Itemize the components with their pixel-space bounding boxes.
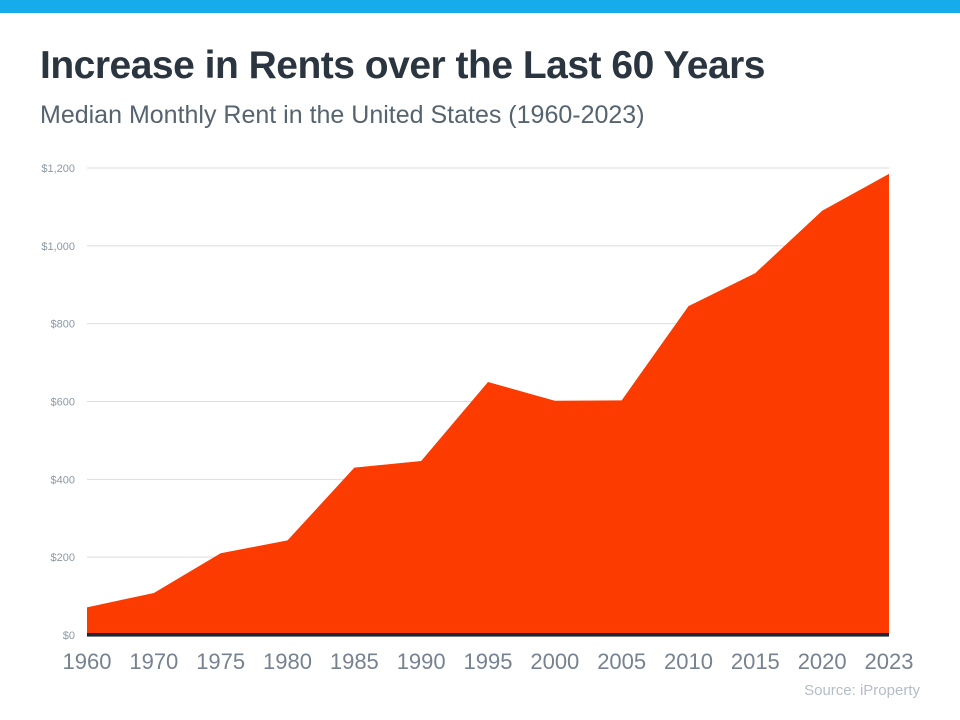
source-attribution: Source: iProperty bbox=[804, 682, 920, 699]
x-axis-tick-label: 1990 bbox=[397, 649, 446, 674]
x-axis-tick-label: 1995 bbox=[464, 649, 513, 674]
page-subtitle: Median Monthly Rent in the United States… bbox=[40, 101, 645, 129]
x-axis-tick-label: 2005 bbox=[597, 649, 646, 674]
x-axis-tick-label: 1970 bbox=[129, 649, 178, 674]
y-axis-tick-label: $0 bbox=[63, 630, 75, 642]
page-title: Increase in Rents over the Last 60 Years bbox=[40, 44, 766, 87]
x-axis-tick-label: 1985 bbox=[330, 649, 379, 674]
y-axis-tick-label: $1,200 bbox=[41, 163, 75, 175]
x-axis-tick-label: 1960 bbox=[63, 649, 112, 674]
x-axis-tick-label: 2020 bbox=[798, 649, 847, 674]
y-axis-tick-label: $600 bbox=[51, 397, 75, 409]
y-axis-tick-label: $1,000 bbox=[41, 241, 75, 253]
x-axis-line bbox=[87, 633, 889, 637]
y-axis-tick-label: $800 bbox=[51, 319, 75, 331]
x-axis-tick-label: 1975 bbox=[196, 649, 245, 674]
x-axis-tick-label: 2010 bbox=[664, 649, 713, 674]
y-axis-tick-label: $400 bbox=[51, 474, 75, 486]
rent-area-series bbox=[87, 173, 889, 635]
x-axis-tick-label: 2023 bbox=[865, 649, 914, 674]
x-axis-tick-label: 2000 bbox=[530, 649, 579, 674]
x-axis-tick-label: 2015 bbox=[731, 649, 780, 674]
top-accent-bar bbox=[0, 0, 960, 13]
x-axis-tick-label: 1980 bbox=[263, 649, 312, 674]
y-axis-tick-label: $200 bbox=[51, 552, 75, 564]
